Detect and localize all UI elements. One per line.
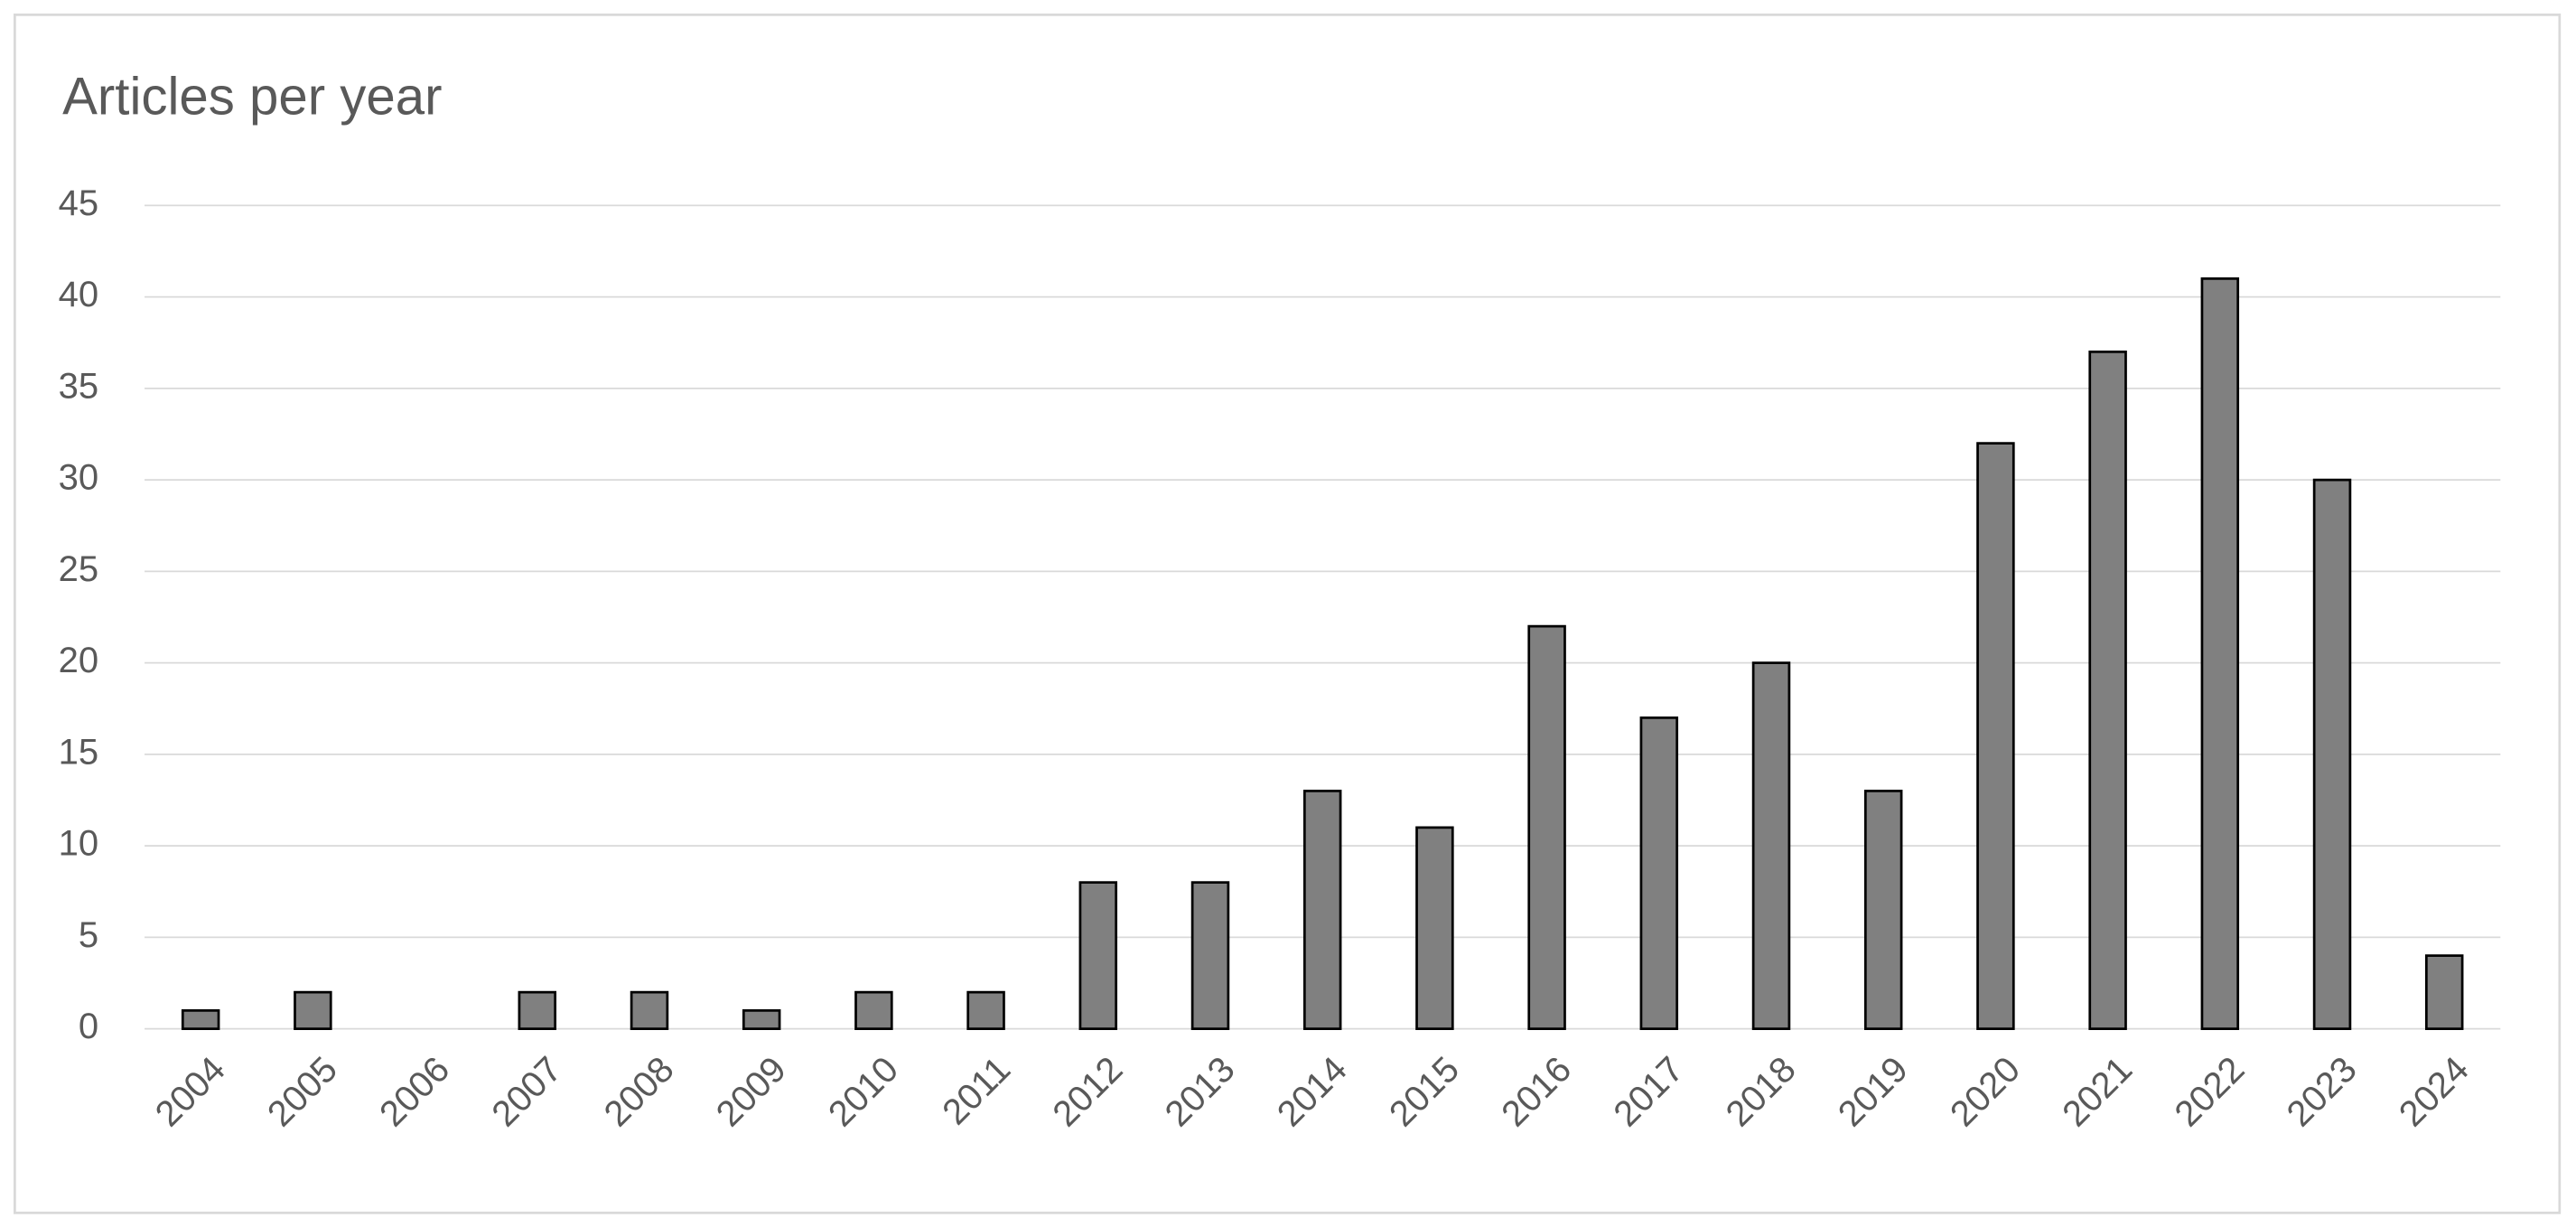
bar	[1415, 826, 1454, 1031]
bar	[742, 1009, 781, 1031]
bar	[294, 990, 332, 1031]
y-tick-label: 30	[59, 458, 98, 498]
bar	[181, 1009, 220, 1031]
y-tick-label: 25	[59, 549, 98, 589]
chart-border	[14, 14, 2562, 1214]
bar	[1302, 790, 1342, 1031]
bar	[630, 990, 669, 1031]
bar	[854, 990, 893, 1031]
y-tick-label: 45	[59, 183, 98, 223]
bar	[1863, 790, 1903, 1031]
y-tick-label: 0	[79, 1007, 98, 1046]
bar	[2312, 478, 2352, 1031]
bar	[1078, 881, 1118, 1031]
bar	[1639, 717, 1679, 1031]
bar	[1751, 661, 1791, 1031]
bar	[2200, 277, 2240, 1031]
y-tick-label: 35	[59, 366, 98, 406]
y-tick-label: 20	[59, 641, 98, 680]
y-tick-label: 40	[59, 275, 98, 314]
bar	[1190, 881, 1230, 1031]
bar	[1976, 442, 2015, 1031]
chart-title: Articles per year	[62, 67, 442, 126]
y-tick-label: 15	[59, 732, 98, 772]
y-tick-label: 10	[59, 824, 98, 864]
bar	[1527, 624, 1566, 1031]
bar	[2424, 954, 2464, 1031]
bar	[966, 990, 1005, 1031]
y-tick-label: 5	[79, 915, 98, 955]
bar	[2088, 351, 2127, 1031]
bar	[518, 990, 557, 1031]
